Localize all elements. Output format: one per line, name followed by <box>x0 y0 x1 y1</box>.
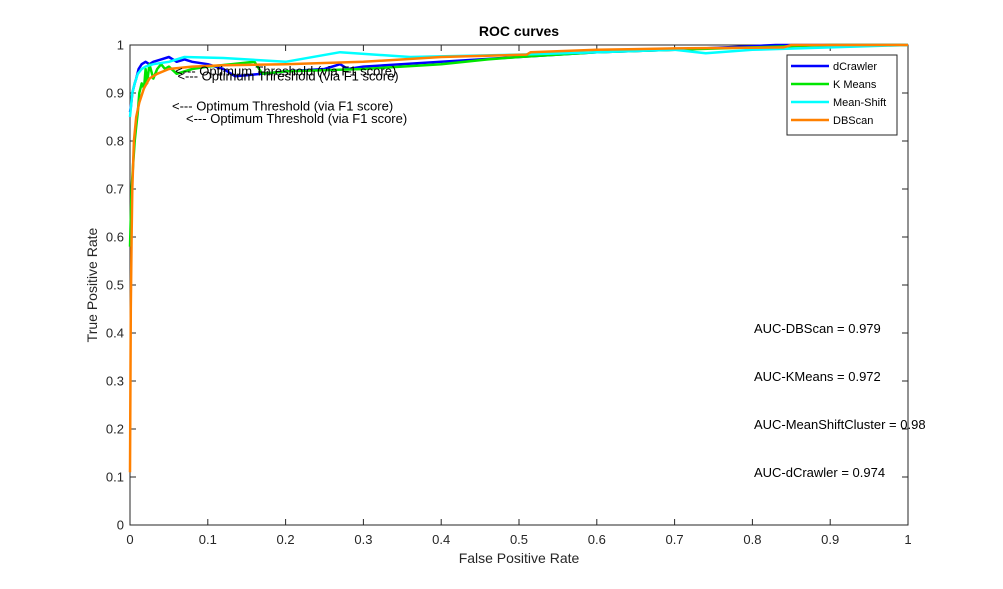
axes: 0 0.1 0.2 0.3 0.4 0.5 0.6 0.7 0.8 0.9 1 0 0.1 0.2 0.3 0… <box>106 38 912 548</box>
legend-label: dCrawler <box>833 61 877 73</box>
x-tick-label: 0 <box>126 532 133 547</box>
annotation-text: <--- Optimum Threshold (via F1 score) <box>172 98 393 113</box>
x-tick-label: 0.5 <box>510 532 528 547</box>
x-tick-label: 0.4 <box>432 532 450 547</box>
x-tick-label: 0.8 <box>743 532 761 547</box>
legend: dCrawler K Means Mean-Shift DBScan <box>786 54 898 136</box>
annotation-text: <--- Optimum Threshold (via F1 score) <box>177 69 398 84</box>
y-tick-label: 0.2 <box>106 422 124 437</box>
x-tick-label: 0.6 <box>588 532 606 547</box>
y-tick-label: 0.3 <box>106 374 124 389</box>
series-line-mean-shift <box>128 43 909 118</box>
legend-box <box>786 54 898 136</box>
x-tick-label: 0.7 <box>666 532 684 547</box>
legend-label: Mean-Shift <box>833 97 886 109</box>
legend-label: K Means <box>833 79 877 91</box>
annotation-text: AUC-DBScan = 0.979 <box>754 321 881 336</box>
annotation-text: <--- Optimum Threshold (via F1 score) <box>175 64 396 79</box>
chart-title: ROC curves <box>479 23 559 39</box>
y-tick-label: 0.4 <box>106 326 124 341</box>
x-tick-label: 0.1 <box>199 532 217 547</box>
y-tick-label: 0 <box>117 518 124 533</box>
series-line-dbscan <box>128 43 908 473</box>
y-axis-title: True Positive Rate <box>84 227 100 342</box>
legend-label: DBScan <box>833 115 873 127</box>
y-tick-label: 1 <box>117 38 124 53</box>
x-tick-label: 0.9 <box>821 532 839 547</box>
annotation-text: <--- Optimum Threshold (via F1 score) <box>186 111 407 126</box>
plot-area <box>129 44 909 526</box>
y-tick-label: 0.5 <box>106 278 124 293</box>
x-tick-label: 0.3 <box>354 532 372 547</box>
annotation-layer: <--- Optimum Threshold (via F1 score)<--… <box>172 64 926 480</box>
annotation-text: AUC-KMeans = 0.972 <box>754 369 881 384</box>
y-tick-label: 0.9 <box>106 86 124 101</box>
x-tick-label: 0.2 <box>277 532 295 547</box>
series-layer <box>128 43 909 473</box>
y-tick-label: 0.7 <box>106 182 124 197</box>
annotation-text: AUC-MeanShiftCluster = 0.98 <box>754 417 926 432</box>
x-tick-label: 1 <box>904 532 911 547</box>
y-tick-label: 0.1 <box>106 470 124 485</box>
y-tick-label: 0.8 <box>106 134 124 149</box>
annotation-text: AUC-dCrawler = 0.974 <box>754 465 885 480</box>
x-axis-title: False Positive Rate <box>459 550 580 566</box>
y-tick-label: 0.6 <box>106 230 124 245</box>
